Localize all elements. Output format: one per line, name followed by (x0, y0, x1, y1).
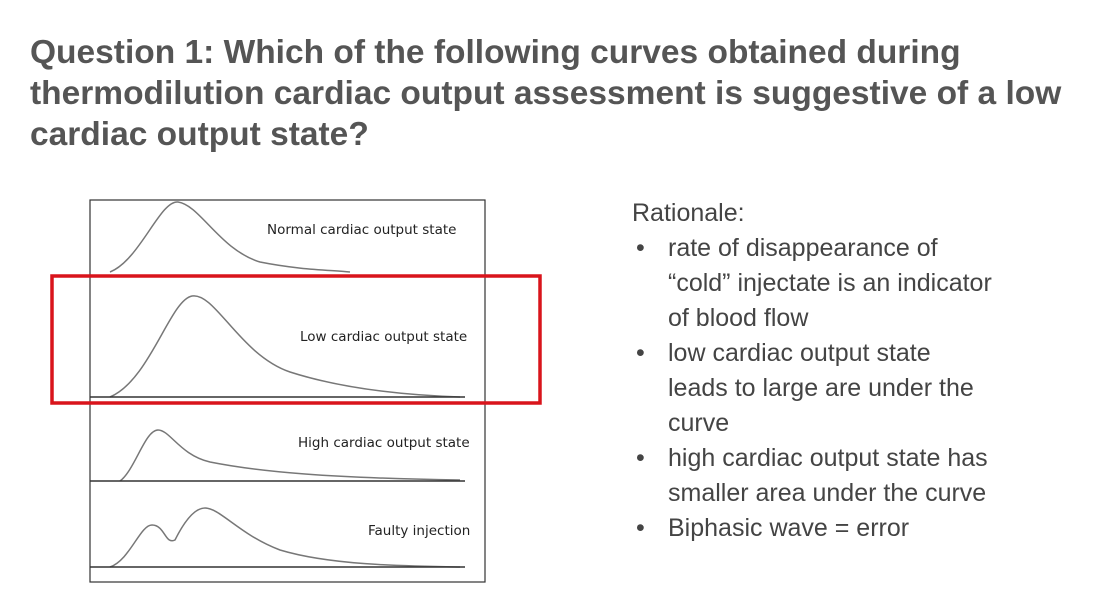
curve-label: Low cardiac output state (300, 329, 467, 345)
bullet: rate of disappearance of “cold” injectat… (636, 231, 992, 336)
title: Question 1: Which of the following curve… (30, 34, 1062, 153)
faulty-curve (109, 507, 461, 568)
curves (109, 201, 461, 568)
curve-label: High cardiac output state (298, 435, 470, 451)
baselines (90, 396, 465, 568)
rationale-heading: Rationale: (632, 199, 745, 227)
rationale: Rationale: rate of disappearance of “col… (632, 196, 992, 546)
normal-curve (109, 201, 351, 273)
bullet: high cardiac output state has smaller ar… (636, 441, 992, 511)
bullet: Biphasic wave = error (636, 511, 992, 546)
curve-label: Faulty injection (368, 523, 470, 539)
highlight-box (50, 274, 542, 405)
high-curve (119, 429, 461, 482)
figure: Normal cardiac output state Low cardiac … (50, 199, 542, 583)
bullet-list: rate of disappearance of “cold” injectat… (632, 231, 992, 546)
bullet: low cardiac output state leads to large … (636, 336, 992, 441)
figure-frame (89, 199, 486, 583)
low-curve (109, 295, 461, 398)
curve-label: Normal cardiac output state (267, 222, 456, 238)
